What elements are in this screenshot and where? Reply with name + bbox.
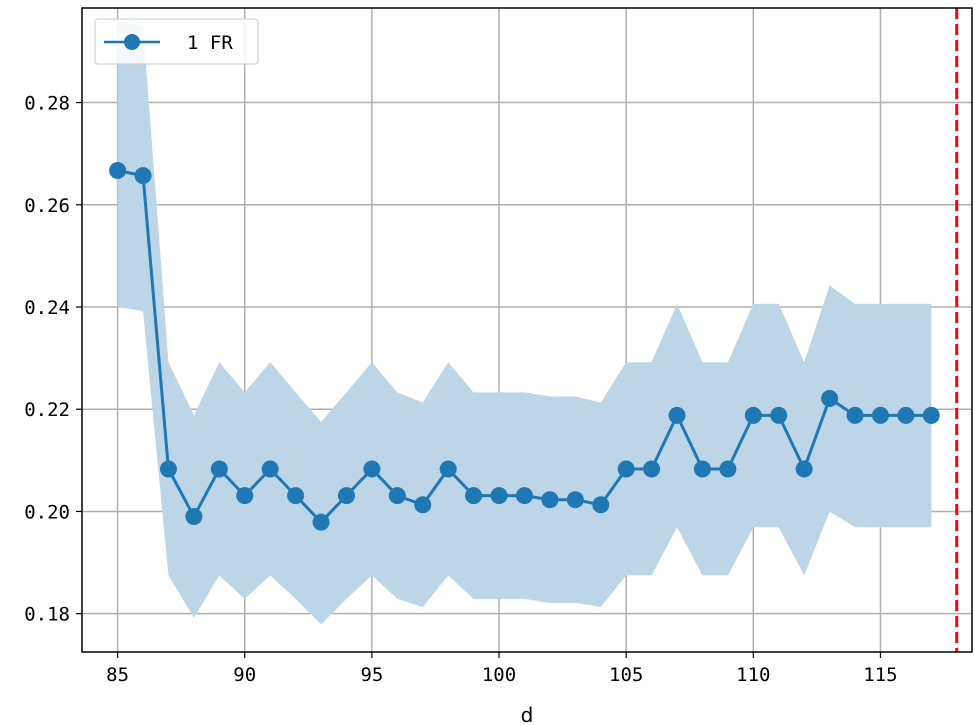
data-point (287, 487, 305, 505)
data-point (693, 460, 711, 478)
data-point (541, 491, 559, 509)
series-layer (109, 162, 940, 531)
x-tick-label: 90 (233, 664, 256, 686)
data-point (795, 460, 813, 478)
data-point (363, 460, 381, 478)
data-point (337, 487, 355, 505)
data-point (770, 406, 788, 424)
data-point (846, 406, 864, 424)
data-point (236, 487, 254, 505)
y-tick-label: 0.18 (24, 604, 70, 626)
data-point (592, 496, 610, 514)
data-point (515, 487, 533, 505)
y-tick-label: 0.24 (24, 297, 70, 319)
data-point (159, 460, 177, 478)
y-tick-label: 0.20 (24, 501, 70, 523)
data-point (185, 508, 203, 526)
confidence-band (117, 20, 932, 625)
data-point (465, 487, 483, 505)
data-point (668, 406, 686, 424)
x-tick-label: 105 (609, 664, 643, 686)
data-point (134, 167, 152, 185)
confidence-band-layer (117, 20, 932, 625)
data-point (897, 406, 915, 424)
x-tick-label: 85 (106, 664, 129, 686)
data-point (617, 460, 635, 478)
data-point (312, 513, 330, 531)
x-tick-label: 110 (736, 664, 770, 686)
data-point (490, 487, 508, 505)
legend-label: 1 FR (187, 32, 233, 54)
x-tick-label: 95 (360, 664, 383, 686)
tick-layer: 85 90 95 100 105 110 115 0.18 0.20 0.22 0.24 0.26 0.… (24, 93, 897, 686)
data-point (821, 389, 839, 407)
y-tick-label: 0.28 (24, 93, 70, 115)
data-point (439, 460, 457, 478)
data-point (261, 460, 279, 478)
data-point (719, 460, 737, 478)
data-point (922, 406, 940, 424)
y-tick-label: 0.26 (24, 195, 70, 217)
y-tick-label: 0.22 (24, 399, 70, 421)
data-point (210, 460, 228, 478)
legend: 1 FR (94, 18, 259, 65)
legend-point-marker (124, 34, 140, 50)
x-tick-label: 100 (482, 664, 516, 686)
data-point (414, 496, 432, 514)
x-axis-label: d (521, 703, 534, 725)
data-point (566, 491, 584, 509)
plot-frame (81, 7, 973, 653)
data-point (744, 406, 762, 424)
data-point (643, 460, 661, 478)
legend-box (94, 18, 259, 65)
data-point (871, 406, 889, 424)
data-point (388, 487, 406, 505)
data-point (109, 162, 127, 180)
x-tick-label: 115 (863, 664, 897, 686)
